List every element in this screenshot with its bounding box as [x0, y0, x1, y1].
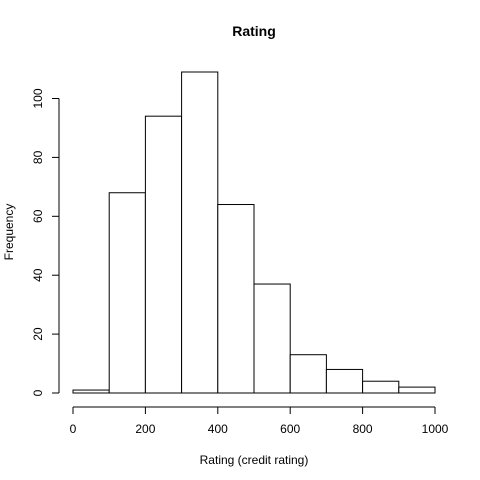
y-axis: 0 20 40 60 80 100: [31, 88, 60, 396]
x-tick-label: 1000: [422, 422, 449, 436]
x-axis: 0 200 400 600 800 1000: [70, 406, 449, 436]
y-tick-label: 60: [31, 209, 45, 223]
histogram-bar-2: [144, 115, 183, 394]
y-tick-label: 0: [31, 389, 45, 396]
histogram-bar-6: [289, 354, 327, 394]
x-tick-label: 400: [208, 422, 228, 436]
y-tick-label: 80: [31, 150, 45, 164]
y-tick-label: 20: [31, 327, 45, 341]
histogram-bar-3: [181, 71, 219, 394]
x-axis-label: Rating (credit rating): [200, 453, 309, 467]
y-axis-label: Frequency: [2, 204, 16, 261]
histogram-bar-8: [362, 380, 400, 394]
histogram-bar-9: [398, 386, 436, 394]
histogram-bar-7: [325, 368, 364, 394]
histogram-bar-1: [108, 192, 146, 394]
y-tick-label: 100: [31, 88, 45, 108]
histogram-bar-5: [253, 283, 291, 394]
bars-group: [72, 71, 436, 394]
histogram-bar-0: [72, 389, 110, 394]
histogram-bar-4: [217, 204, 255, 394]
x-tick-label: 200: [135, 422, 155, 436]
x-tick-label: 800: [353, 422, 373, 436]
x-tick-label: 600: [280, 422, 300, 436]
x-tick-label: 0: [70, 422, 77, 436]
chart-title: Rating: [232, 23, 276, 39]
y-tick-label: 40: [31, 268, 45, 282]
